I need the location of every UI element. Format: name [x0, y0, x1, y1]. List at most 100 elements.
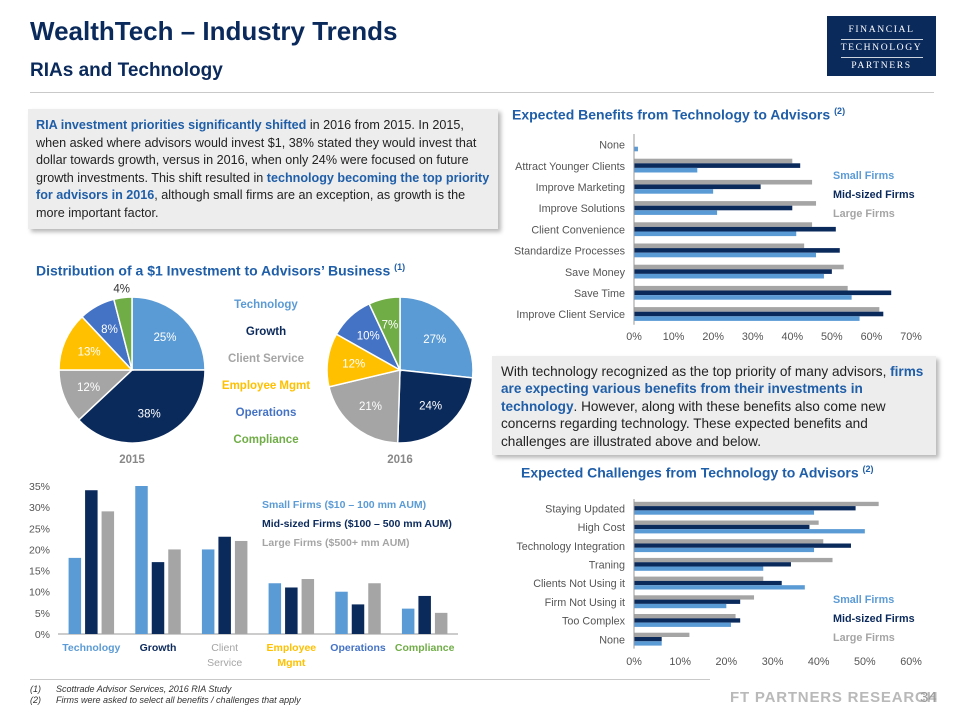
logo-rule-bottom	[840, 57, 923, 58]
challenges-bar-none-2	[634, 632, 690, 637]
challenges-xtick-0: 0%	[626, 656, 642, 668]
logo-line-2: TECHNOLOGY	[840, 42, 923, 53]
benefits-bar-attract-younger-clients-1	[634, 163, 801, 168]
firmbars-bar-client-service-0	[201, 549, 215, 634]
benefits-xtick-6: 60%	[861, 331, 883, 343]
challenges-bar-none-1	[634, 637, 662, 642]
footnote-2: (2) Firms were asked to select all benefi…	[30, 695, 301, 706]
pie-2016-label-technology: 27%	[423, 334, 446, 346]
challenges-label-firm-not-using-it: Firm Not Using it	[545, 597, 625, 609]
firmbars-bar-employee-mgmt-1	[285, 587, 298, 634]
benefits-bar-improve-solutions-0	[634, 210, 718, 215]
challenges-bar-chart: Staying Updated High Cost Technology Integ…	[516, 499, 922, 668]
pie-2015-label-operations: 8%	[101, 324, 118, 336]
callout1-part-2: technology becoming the top priority for…	[36, 170, 490, 203]
benefits-bar-improve-marketing-2	[634, 179, 813, 185]
benefits-bar-client-convenience-0	[634, 231, 797, 237]
challenges-bar-technology-integration-2	[634, 539, 824, 544]
benefits-bar-client-convenience-1	[634, 226, 836, 232]
callout2-part-1: firms are expecting various benefits fro…	[501, 364, 924, 414]
logo-rule-top	[840, 39, 923, 40]
benefits-bar-save-time-1	[634, 290, 892, 296]
firmbars-bar-compliance-0	[401, 608, 415, 634]
benefits-label-improve-solutions: Improve Solutions	[539, 203, 626, 215]
challenges-label-staying-updated: Staying Updated	[545, 503, 625, 515]
firmbars-ytick-4: 20%	[29, 544, 50, 556]
distribution-section-title: Distribution of a $1 Investment to Advis…	[36, 262, 405, 279]
pie-2015-slice-compliance	[112, 296, 133, 371]
logo-line-1: FINANCIAL	[848, 24, 915, 35]
firmbars-xlabel-technology: Technology	[62, 642, 120, 654]
benefits-bar-standardize-processes-0	[634, 252, 817, 258]
pie-legend-operations: Operations	[236, 407, 297, 419]
benefits-bar-save-money-2	[634, 264, 844, 270]
challenges-bar-technology-integration-1	[634, 543, 851, 548]
benefits-label-improve-marketing: Improve Marketing	[536, 182, 625, 194]
challenges-bar-too-complex-1	[634, 618, 741, 623]
benefits-label-attract-younger-clients: Attract Younger Clients	[515, 161, 625, 173]
firmbars-ytick-7: 35%	[29, 481, 50, 493]
pie-2016-slice-technology	[399, 296, 474, 379]
challenges-bar-firm-not-using-it-0	[634, 603, 727, 609]
footnote-1-text: Scottrade Advisor Services, 2016 RIA Stu…	[56, 684, 232, 694]
challenges-title-text: Expected Challenges from Technology to A…	[521, 464, 859, 481]
distribution-pie-charts: 25% 38% 12% 13%8% 4% 2015 27% 24% 21% 12% 10%7% 201…	[58, 284, 474, 466]
pie-2016-slice-client-service	[328, 369, 401, 444]
firmbars-legend-0: Small Firms ($10 – 100 mm AUM)	[262, 499, 426, 511]
footer-divider	[30, 679, 710, 680]
benefits-label-client-convenience: Client Convenience	[531, 224, 625, 236]
benefits-bar-improve-client-service-2	[634, 307, 880, 312]
benefits-xtick-7: 70%	[900, 331, 922, 343]
pie-legend-client-service: Client Service	[228, 353, 304, 365]
distribution-title-text: Distribution of a $1 Investment to Advis…	[36, 262, 391, 279]
challenges-label-technology-integration: Technology Integration	[516, 541, 625, 553]
ft-partners-logo: FINANCIAL TECHNOLOGY PARTNERS	[827, 16, 936, 76]
firmbars-legend-2: Large Firms ($500+ mm AUM)	[262, 537, 410, 549]
benefits-bar-attract-younger-clients-0	[634, 167, 698, 173]
pie-2016-slice-compliance	[368, 296, 401, 371]
benefits-challenges-callout: With technology recognized as the top pr…	[492, 356, 936, 455]
firmbars-bar-operations-0	[335, 591, 348, 634]
challenges-bar-staying-updated-0	[634, 510, 815, 515]
challenges-xtick-5: 50%	[854, 656, 876, 668]
page-subtitle: RIAs and Technology	[30, 60, 223, 81]
investment-priorities-callout: RIA investment priorities significantly …	[28, 109, 498, 229]
firmbars-ytick-0: 0%	[35, 629, 50, 641]
challenges-label-high-cost: High Cost	[578, 522, 625, 534]
footnote-2-number: (2)	[30, 695, 41, 705]
pie-2016-label-growth: 24%	[419, 400, 442, 412]
benefits-xtick-5: 50%	[821, 331, 843, 343]
challenges-bar-technology-integration-0	[634, 547, 815, 553]
benefits-legend-0: Small Firms	[833, 170, 894, 182]
challenges-title-note: (2)	[862, 464, 874, 474]
benefits-label-save-time: Save Time	[574, 288, 625, 300]
benefits-xtick-2: 20%	[702, 331, 724, 343]
logo-line-3: PARTNERS	[851, 60, 912, 71]
benefits-bar-chart: None Attract Younger Clients Improve Marke…	[514, 134, 922, 343]
benefits-xtick-4: 40%	[781, 331, 803, 343]
benefits-bar-attract-younger-clients-2	[634, 158, 793, 164]
benefits-title-text: Expected Benefits from Technology to Adv…	[512, 106, 831, 123]
firmbars-ytick-2: 10%	[29, 587, 50, 599]
benefits-legend-2: Large Firms	[833, 208, 895, 220]
challenges-xtick-3: 30%	[762, 656, 784, 668]
pie-legend-compliance: Compliance	[233, 434, 298, 446]
benefits-bar-save-money-0	[634, 273, 824, 279]
benefits-legend-1: Mid-sized Firms	[833, 189, 915, 201]
challenges-bar-high-cost-0	[634, 529, 865, 534]
benefits-label-none: None	[599, 140, 625, 152]
challenges-label-too-complex: Too Complex	[562, 616, 626, 628]
challenges-legend-0: Small Firms	[833, 594, 894, 606]
firmbars-bar-operations-2	[368, 583, 381, 634]
challenges-bar-too-complex-0	[634, 622, 731, 627]
pie-2016-label-employee-mgmt: 12%	[342, 358, 365, 370]
footnote-1: (1) Scottrade Advisor Services, 2016 RIA …	[30, 684, 301, 695]
firmbars-bar-growth-2	[168, 549, 181, 634]
pie-title-2016: 2016	[387, 454, 413, 466]
firmbars-xlabel-employee-mgmt-2: Mgmt	[277, 657, 305, 669]
challenges-bar-traning-0	[634, 566, 764, 571]
challenges-bar-clients-not-using-it-1	[634, 580, 782, 586]
callout2-part-2: . However, along with these benefits als…	[501, 398, 886, 449]
pie-2015-label-employee-mgmt: 13%	[78, 346, 101, 358]
pie-2015-label-client-service: 12%	[77, 382, 100, 394]
